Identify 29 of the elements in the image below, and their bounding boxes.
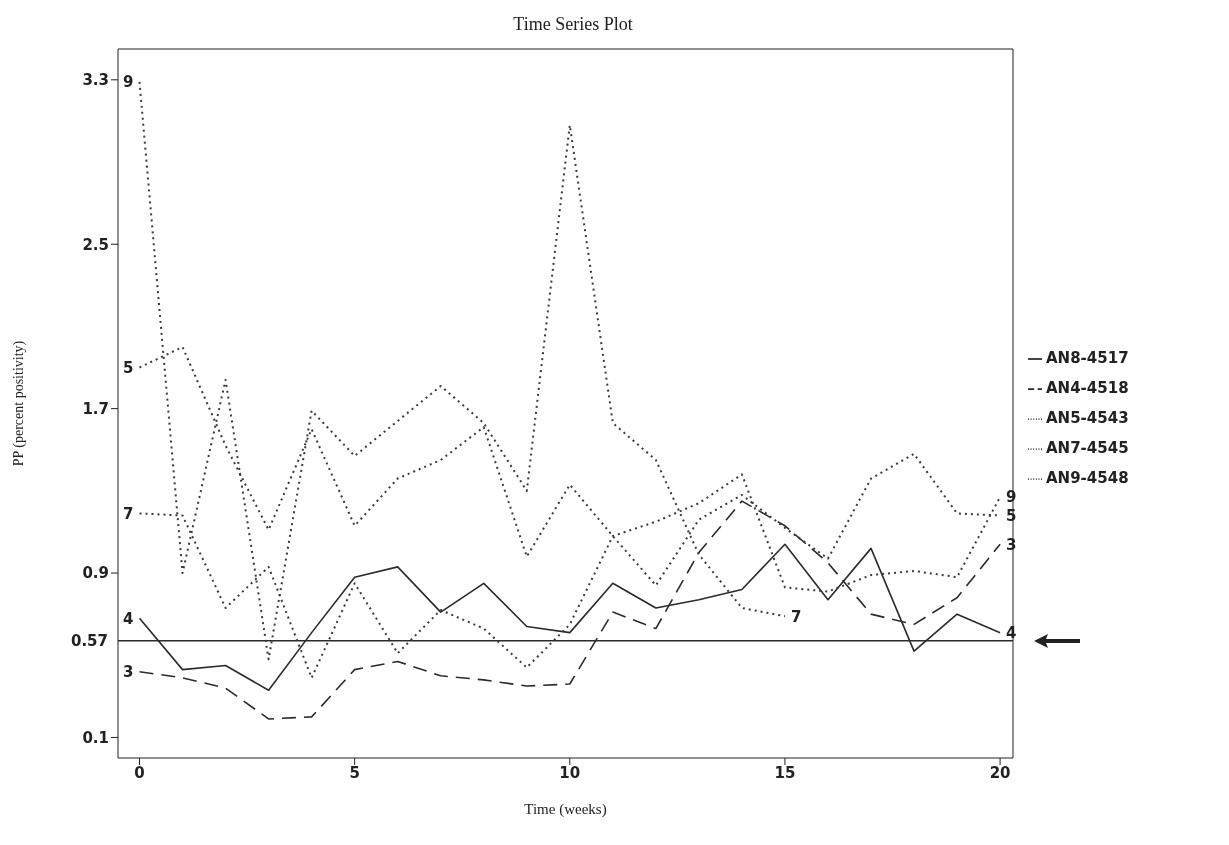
x-tick-label: 5	[349, 763, 360, 782]
annotation: 4	[123, 609, 134, 628]
annotation: 4	[1006, 623, 1017, 642]
annotation: 3	[1006, 535, 1017, 554]
annotation: 5	[123, 358, 134, 377]
legend-label: AN9-4548	[1046, 469, 1129, 487]
x-tick-label: 20	[989, 763, 1011, 782]
x-tick-label: 10	[559, 763, 581, 782]
annotation: 9	[123, 73, 134, 92]
y-tick-label: 2.5	[82, 235, 109, 254]
x-tick-label: 0	[134, 763, 145, 782]
legend-label: AN7-4545	[1046, 439, 1129, 457]
x-axis-title: Time (weeks)	[524, 801, 607, 818]
annotation: 9	[1006, 488, 1017, 507]
legend-label: AN8-4517	[1046, 349, 1129, 367]
annotation: 7	[123, 504, 134, 523]
annotation: 3	[123, 663, 134, 682]
legend-label: AN5-4543	[1046, 409, 1129, 427]
annotation: 5	[1006, 506, 1017, 525]
ref-line-label: 0.57	[70, 632, 108, 651]
y-tick-label: 0.9	[82, 564, 109, 583]
y-tick-label: 1.7	[82, 399, 109, 418]
y-tick-label: 3.3	[82, 71, 109, 90]
x-tick-label: 15	[774, 763, 796, 782]
annotation: 7	[790, 607, 802, 626]
chart-title: Time Series Plot	[513, 14, 633, 34]
legend-label: AN4-4518	[1046, 379, 1129, 397]
y-tick-label: 0.1	[82, 728, 109, 747]
y-axis-title: PP (percent positivity)	[10, 340, 27, 467]
